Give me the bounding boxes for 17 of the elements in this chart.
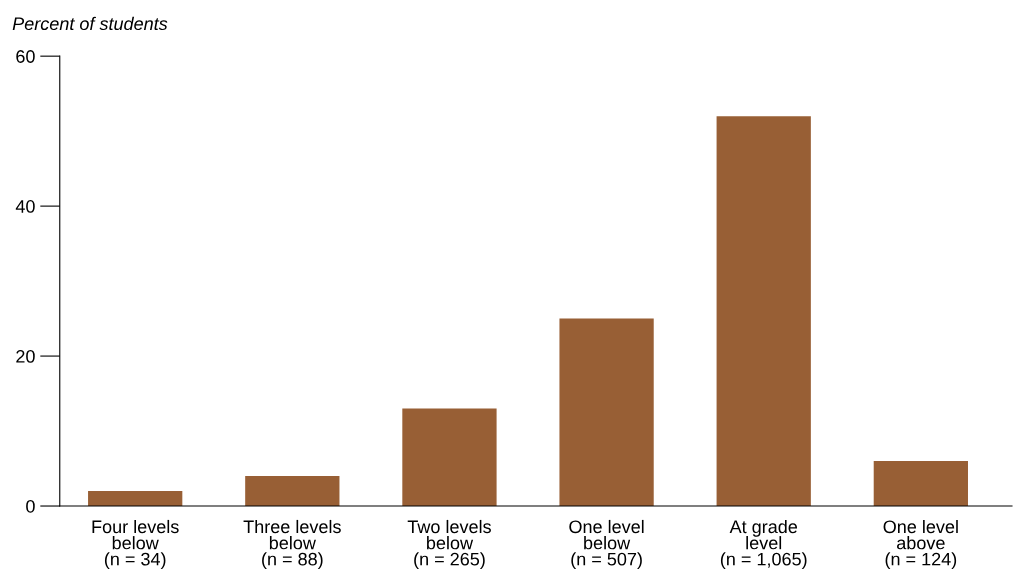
x-tick-label: Three levels below (n = 88) <box>243 519 341 570</box>
bar <box>88 491 183 507</box>
y-tick-label: 20 <box>16 350 35 363</box>
x-tick-label: Four levels below (n = 34) <box>92 519 179 570</box>
x-tick-label: One level below (n = 507) <box>569 519 644 570</box>
bar <box>245 476 340 507</box>
x-tick-label: At grade level (n = 1,065) <box>720 519 807 570</box>
y-axis-title: Percent of students <box>12 16 168 31</box>
x-tick-label: Two levels below (n = 265) <box>407 519 491 570</box>
bar <box>873 461 968 507</box>
bar <box>559 318 654 507</box>
x-tick-label: One level above (n = 124) <box>883 519 958 570</box>
y-tick-label: 60 <box>16 50 35 63</box>
y-tick-label: 40 <box>15 200 35 213</box>
bar <box>402 408 497 507</box>
y-tick-label: 0 <box>26 499 35 513</box>
bar <box>716 116 811 507</box>
